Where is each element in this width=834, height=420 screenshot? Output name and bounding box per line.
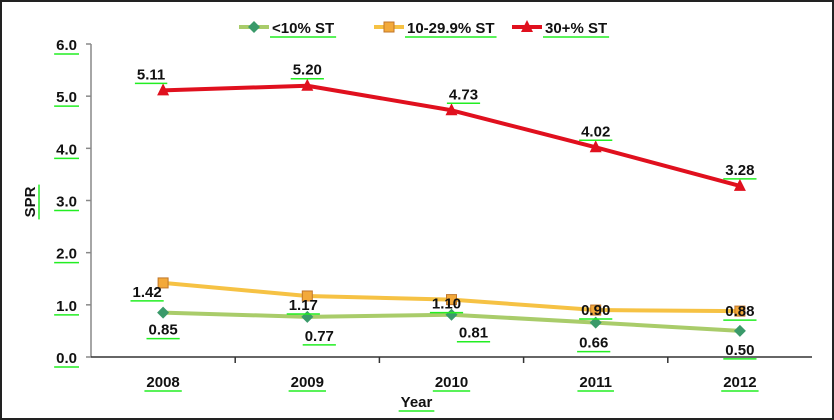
data-label: 3.28	[725, 162, 754, 179]
data-label: 4.73	[449, 86, 478, 103]
data-point	[445, 103, 458, 116]
x-axis-title: Year	[401, 394, 433, 411]
data-point	[589, 140, 602, 153]
legend-marker	[248, 21, 260, 33]
legend-label: 30+% ST	[545, 20, 607, 37]
data-point	[734, 305, 746, 317]
data-label: 0.85	[148, 322, 177, 339]
legend-label: 10-29.9% ST	[407, 20, 495, 37]
data-label: 5.11	[137, 66, 165, 83]
data-label: 0.88	[725, 303, 754, 320]
y-tick-label: 6.0	[56, 37, 77, 54]
data-label: 0.90	[581, 302, 610, 319]
y-tick-label: 5.0	[56, 89, 77, 106]
y-tick-label: 3.0	[56, 194, 77, 211]
y-tick-label: 2.0	[56, 246, 77, 263]
data-point	[157, 83, 170, 96]
data-point	[445, 308, 458, 321]
x-tick-label: 2011	[579, 374, 612, 391]
data-point	[157, 306, 170, 319]
legend-marker	[521, 20, 533, 32]
data-point	[733, 324, 746, 337]
data-point	[733, 178, 746, 191]
data-label: 1.42	[132, 284, 161, 301]
data-point	[446, 294, 457, 306]
x-tick-label: 2009	[291, 374, 324, 391]
data-point	[157, 277, 169, 289]
x-tick-label: 2012	[723, 374, 756, 391]
data-label: 0.77	[305, 328, 334, 345]
y-axis-title: SPR	[22, 186, 39, 217]
data-point	[301, 78, 314, 91]
data-label: 1.10	[432, 296, 461, 313]
data-point	[590, 304, 602, 316]
x-tick-label: 2010	[435, 374, 468, 391]
y-tick-label: 4.0	[56, 141, 77, 158]
data-label: 1.17	[289, 297, 318, 314]
data-point	[301, 290, 313, 302]
data-label: 4.02	[581, 123, 610, 140]
legend-marker	[383, 21, 395, 33]
data-label: 0.81	[459, 325, 488, 342]
data-label: 5.20	[293, 62, 322, 79]
y-tick-label: 0.0	[56, 350, 77, 367]
y-tick-label: 1.0	[56, 298, 77, 315]
data-label: 0.50	[725, 342, 754, 359]
data-label: 0.66	[579, 335, 608, 352]
legend-label: <10% ST	[272, 20, 334, 37]
x-tick-label: 2008	[146, 374, 179, 391]
